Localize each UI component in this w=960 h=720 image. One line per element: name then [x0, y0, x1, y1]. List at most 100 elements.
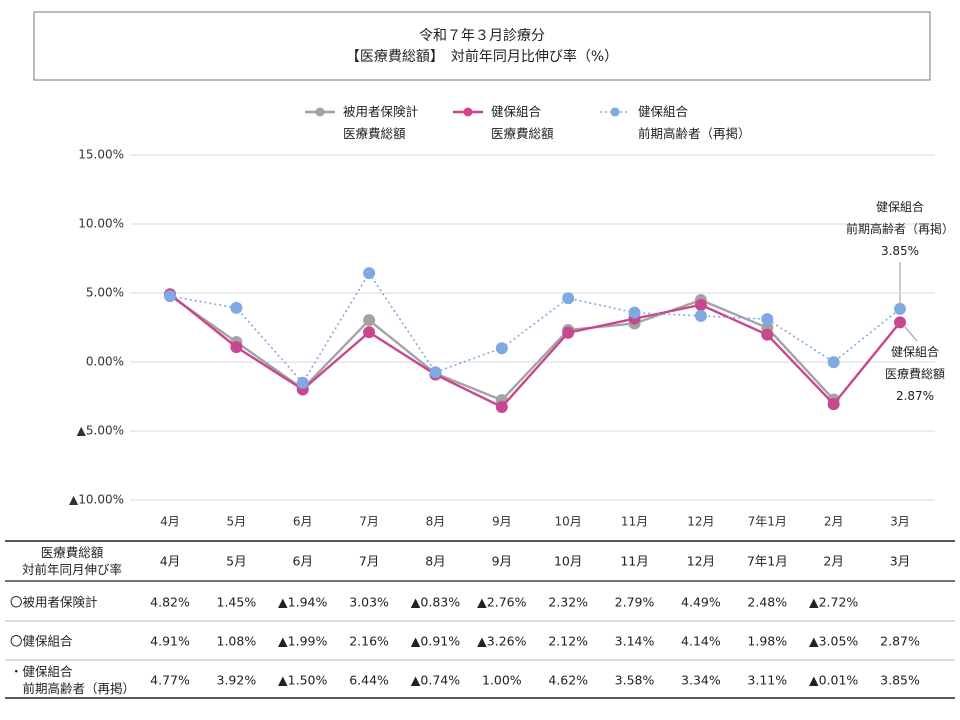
table-cell: 6.44%: [349, 672, 389, 688]
table-header-cell: 9月: [491, 553, 513, 569]
x-tick-label: 9月: [492, 515, 512, 529]
table-cell: 3.92%: [216, 672, 257, 688]
x-tick-label: 2月: [824, 515, 844, 529]
table-cell: ▲3.26%: [477, 633, 527, 649]
table-cell: ▲1.50%: [278, 672, 328, 688]
table-cell: 1.08%: [216, 633, 257, 649]
y-tick-label: 15.00%: [78, 148, 124, 162]
data-point: [363, 267, 376, 280]
table-cell: ▲1.99%: [278, 633, 328, 649]
table-row-label: 〇健保組合: [10, 633, 73, 649]
table-cell: 2.32%: [548, 594, 589, 610]
data-point: [495, 342, 508, 355]
data-point: [562, 292, 575, 305]
table-cell: ▲1.94%: [278, 594, 328, 610]
table-cell: ▲0.74%: [410, 672, 461, 688]
legend-label: 健保組合 前期高齢者（再掲）: [638, 104, 751, 141]
table-header: 医療費総額 対前年同月伸び率: [21, 545, 123, 577]
table-cell: 4.82%: [150, 594, 190, 610]
table-cell: 3.03%: [349, 594, 389, 610]
annotation-value: 3.85%: [880, 244, 920, 258]
x-tick-label: 7月: [359, 515, 379, 529]
x-tick-label: 7年1月: [748, 515, 787, 529]
table-cell: ▲2.76%: [477, 594, 527, 610]
table-cell: 3.58%: [614, 672, 655, 688]
series-line: [169, 293, 901, 409]
table-cell: ▲3.05%: [808, 633, 859, 649]
legend-label: 被用者保険計 医療費総額: [343, 104, 419, 141]
data-point: [894, 302, 906, 315]
table-header-cell: 10月: [553, 553, 583, 569]
data-point: [495, 400, 508, 413]
table-header-cell: 7月: [358, 553, 380, 569]
table-cell: 3.11%: [747, 672, 788, 688]
table-header-cell: 11月: [620, 553, 649, 569]
y-tick-label: ▲10.00%: [69, 493, 124, 507]
table-cell: ▲0.91%: [410, 633, 461, 649]
table-header-cell: 5月: [226, 553, 247, 569]
x-tick-label: 3月: [890, 515, 910, 529]
data-point: [429, 366, 442, 379]
title-box: [33, 11, 931, 81]
y-tick-label: 10.00%: [78, 217, 124, 231]
data-point: [164, 290, 176, 303]
chart-title: 令和７年３月診療分: [419, 28, 545, 44]
table-header-cell: 8月: [425, 553, 446, 569]
y-tick-label: ▲5.00%: [77, 424, 124, 438]
data-point: [230, 301, 243, 314]
legend-marker: [610, 107, 620, 117]
x-tick-label: 5月: [227, 515, 247, 529]
legend-marker: [315, 107, 325, 117]
table-cell: 1.00%: [481, 672, 522, 688]
table-cell: 1.45%: [216, 594, 257, 610]
table-cell: 2.87%: [880, 633, 920, 649]
data-point: [894, 316, 906, 329]
table-cell: 2.12%: [548, 633, 589, 649]
table-header-cell: 12月: [686, 553, 716, 569]
data-point: [761, 313, 774, 326]
data-point: [694, 309, 707, 322]
x-tick-label: 10月: [555, 515, 582, 529]
x-tick-label: 8月: [426, 515, 446, 529]
table-row-label: 〇被用者保険計: [10, 594, 98, 610]
table-cell: ▲2.72%: [808, 594, 859, 610]
table-cell: 4.62%: [548, 672, 589, 688]
table-header-cell: 2月: [823, 553, 844, 569]
table-cell: 3.85%: [880, 672, 920, 688]
table-cell: 4.49%: [681, 594, 721, 610]
table-cell: ▲0.01%: [808, 672, 859, 688]
annotation: 健保組合 医療費総額: [884, 345, 945, 381]
series-line: [169, 271, 901, 385]
table-cell: 1.98%: [747, 633, 788, 649]
data-point: [761, 328, 774, 341]
x-tick-label: 12月: [687, 515, 714, 529]
table-cell: 2.79%: [614, 594, 655, 610]
y-tick-label: 0.00%: [86, 355, 124, 369]
legend-marker: [463, 107, 473, 117]
x-tick-label: 11月: [621, 515, 648, 529]
annotation-leader: [904, 326, 918, 342]
table-cell: 2.16%: [349, 633, 389, 649]
table-cell: ▲0.83%: [410, 594, 461, 610]
data-point: [363, 314, 376, 327]
table-cell: 4.91%: [150, 633, 190, 649]
data-point: [562, 326, 575, 339]
data-point: [827, 398, 840, 411]
table-row-label: ・健保組合 前期高齢者（再掲）: [10, 664, 136, 696]
table-cell: 3.34%: [681, 672, 721, 688]
data-point: [296, 376, 309, 389]
data-point: [827, 356, 840, 369]
annotation-value: 2.87%: [895, 389, 935, 403]
table-cell: 2.48%: [747, 594, 788, 610]
data-point: [363, 326, 376, 339]
table-cell: 3.14%: [614, 633, 655, 649]
table-header-cell: 7年1月: [746, 553, 788, 569]
x-tick-label: 4月: [160, 515, 180, 529]
table-cell: 4.14%: [681, 633, 721, 649]
table-header-cell: 3月: [889, 553, 911, 569]
data-point: [230, 341, 243, 354]
legend-label: 健保組合 医療費総額: [491, 104, 554, 141]
table-cell: 4.77%: [150, 672, 190, 688]
